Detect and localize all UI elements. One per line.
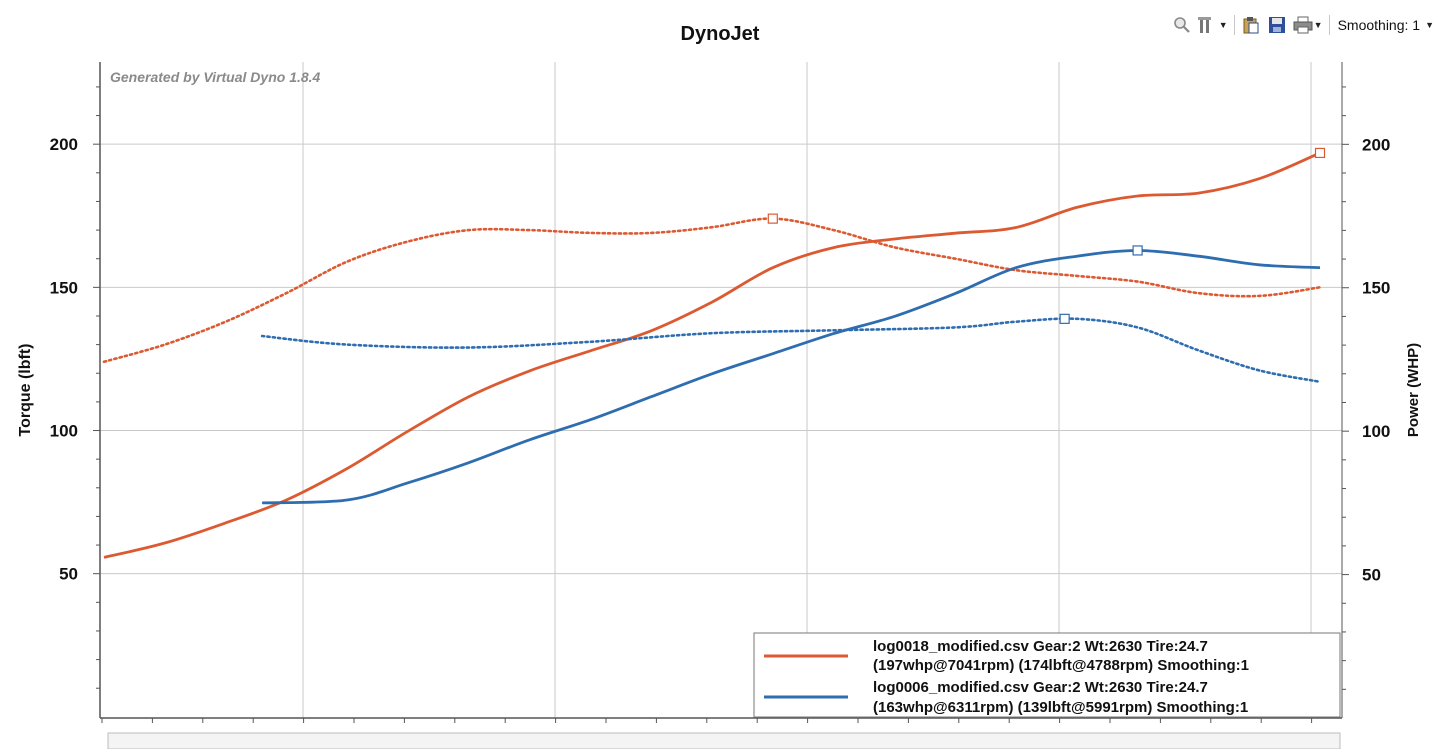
print-icon[interactable]: ▼ xyxy=(1293,14,1323,36)
grid xyxy=(100,62,1342,718)
smoothing-label: Smoothing: 1 xyxy=(1337,17,1421,33)
clipboard-icon[interactable] xyxy=(1241,14,1261,36)
toolbar-separator xyxy=(1233,15,1235,35)
chart-title: DynoJet xyxy=(681,23,760,45)
y2-tick-label: 150 xyxy=(1362,279,1390,298)
series-layer xyxy=(102,147,1326,559)
series-log0006-power-peak-marker xyxy=(1132,245,1143,256)
y2-tick-label: 100 xyxy=(1362,422,1390,441)
y-tick-label: 100 xyxy=(50,422,78,441)
tools-icon[interactable]: ▼ xyxy=(1197,14,1228,36)
y2-tick-label: 50 xyxy=(1362,566,1381,585)
legend-log0006-line2: (163whp@6311rpm) (139lbft@5991rpm) Smoot… xyxy=(873,699,1248,716)
series-log0018-torque-line xyxy=(102,217,1322,364)
smoothing-dropdown[interactable]: Smoothing: 1 ▼ xyxy=(1336,17,1436,33)
y-ticks-left: 50 100 150 200 xyxy=(50,86,100,689)
x-minor-ticks xyxy=(101,718,1313,723)
series-log0018-power-peak-marker xyxy=(1314,147,1326,159)
toolbar-separator xyxy=(1328,15,1330,35)
legend-box xyxy=(753,632,1341,718)
series-log0018-torque-peak-marker xyxy=(767,213,778,224)
y-tick-label: 50 xyxy=(59,565,78,584)
plot-area xyxy=(100,62,1342,718)
print-dropdown-caret[interactable]: ▼ xyxy=(1313,20,1323,30)
legend: log0018_modified.csv Gear:2 Wt:2630 Tire… xyxy=(753,632,1341,718)
y-axis-label: Torque (lbft) xyxy=(17,343,34,436)
zoom-icon[interactable] xyxy=(1172,14,1192,36)
y2-axis-label: Power (WHP) xyxy=(1405,343,1422,437)
y-tick-label: 150 xyxy=(50,278,78,297)
bottom-strip xyxy=(107,732,1341,749)
y-ticks-right: 50 100 150 200 xyxy=(1341,62,1390,718)
y2-tick-label: 200 xyxy=(1362,135,1390,154)
watermark: Generated by Virtual Dyno 1.8.4 xyxy=(110,69,321,85)
series-log0018-power-line xyxy=(103,151,1321,559)
legend-log0018-line2: (197whp@7041rpm) (174lbft@4788rpm) Smoot… xyxy=(873,657,1249,674)
chevron-down-icon: ▼ xyxy=(1425,20,1434,30)
legend-log0018-line1: log0018_modified.csv Gear:2 Wt:2630 Tire… xyxy=(873,638,1208,655)
series-log0006-torque-peak-marker xyxy=(1059,313,1070,324)
save-icon[interactable] xyxy=(1267,14,1287,36)
y-tick-label: 200 xyxy=(50,135,78,154)
chart-toolbar: ▼ ▼ Smoothing: xyxy=(1172,11,1436,39)
legend-log0006-line1: log0006_modified.csv Gear:2 Wt:2630 Tire… xyxy=(873,679,1208,696)
series-log0006-torque-line xyxy=(260,317,1322,384)
tools-dropdown-caret[interactable]: ▼ xyxy=(1218,20,1228,30)
